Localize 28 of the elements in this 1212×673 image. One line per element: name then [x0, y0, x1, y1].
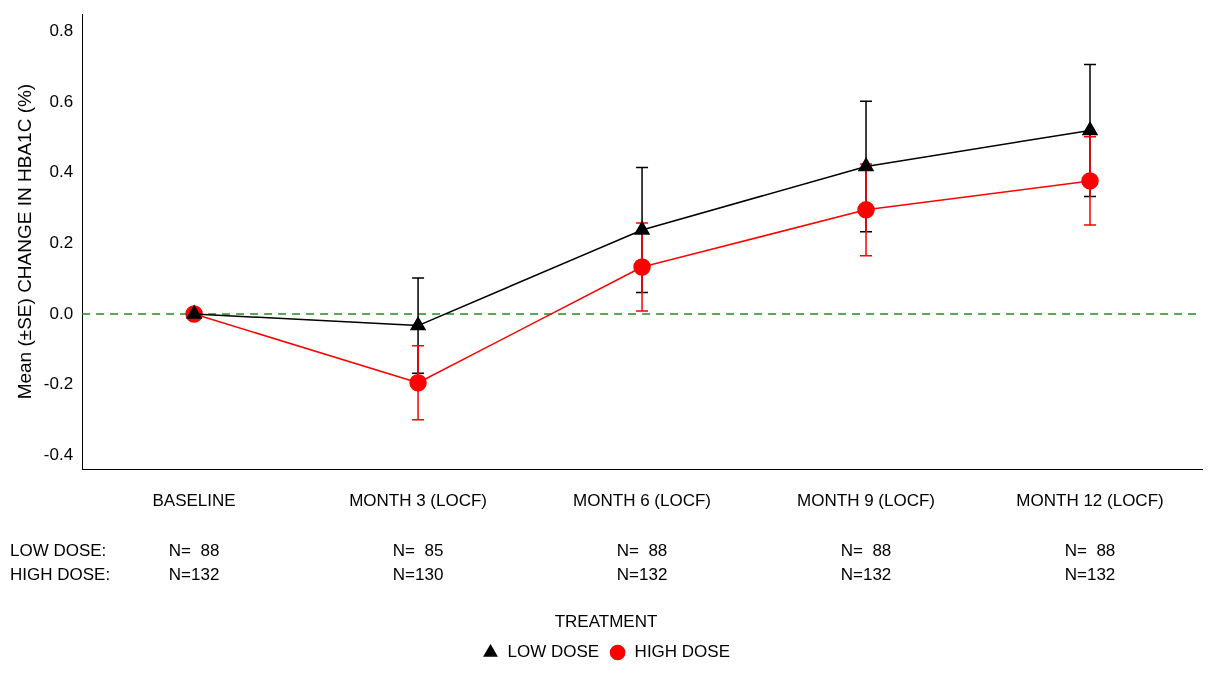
y-tick-label: 0.6: [49, 91, 74, 111]
y-tick-label: -0.4: [43, 444, 74, 464]
x-tick-label: MONTH 6 (LOCF): [573, 491, 711, 511]
text: N=132: [616, 565, 668, 585]
text: N= 88: [616, 541, 668, 561]
y-tick-label: 0.2: [49, 233, 74, 253]
y-tick-label: 0.8: [49, 21, 74, 41]
text: N= 85: [392, 541, 444, 561]
text: N= 88: [168, 541, 220, 561]
text: N=132: [1064, 565, 1116, 585]
text: N= 88: [1064, 541, 1116, 561]
text: N=132: [168, 565, 220, 585]
y-tick-label: -0.2: [43, 374, 74, 394]
legend-title: TREATMENT: [554, 611, 658, 631]
y-tick-label: 0.0: [49, 303, 74, 323]
text: N=130: [392, 565, 444, 585]
text: LOW DOSE:: [10, 541, 107, 561]
y-axis-title: Mean (±SE) CHANGE IN HBA1C (%): [13, 83, 35, 400]
x-tick-label: MONTH 12 (LOCF): [1016, 491, 1164, 511]
x-tick-label: MONTH 3 (LOCF): [349, 491, 488, 511]
text: N= 88: [840, 541, 892, 561]
text: N=132: [840, 565, 892, 585]
y-tick-label: 0.4: [49, 162, 74, 182]
legend-label: LOW DOSE: [507, 642, 600, 662]
x-tick-label: BASELINE: [152, 491, 236, 511]
x-tick-label: MONTH 9 (LOCF): [797, 491, 935, 511]
legend-label: HIGH DOSE: [634, 642, 731, 662]
text: HIGH DOSE:: [10, 565, 111, 585]
